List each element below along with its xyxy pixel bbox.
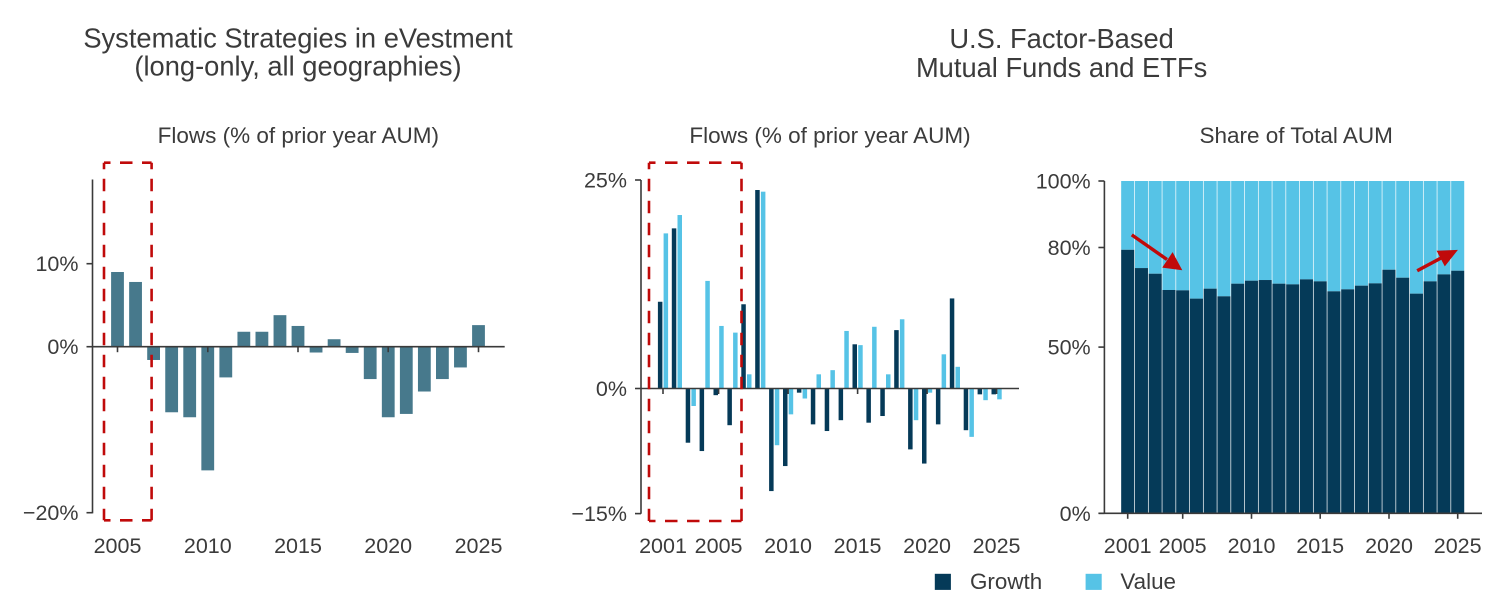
svg-text:2010: 2010 — [764, 534, 812, 558]
svg-text:2015: 2015 — [1296, 534, 1344, 558]
svg-text:Growth: Growth — [970, 569, 1042, 594]
svg-text:2025: 2025 — [1434, 534, 1482, 558]
svg-text:U.S. Factor-Based: U.S. Factor-Based — [949, 23, 1174, 54]
svg-text:80%: 80% — [1048, 236, 1091, 260]
svg-text:2010: 2010 — [184, 534, 232, 558]
svg-text:2015: 2015 — [834, 534, 882, 558]
svg-text:2020: 2020 — [364, 534, 412, 558]
svg-text:2010: 2010 — [1228, 534, 1276, 558]
svg-text:(long-only, all geographies): (long-only, all geographies) — [134, 51, 461, 82]
svg-text:2005: 2005 — [695, 534, 743, 558]
svg-text:2025: 2025 — [455, 534, 503, 558]
svg-text:25%: 25% — [584, 169, 627, 193]
svg-text:2001: 2001 — [639, 534, 687, 558]
svg-text:0%: 0% — [1060, 502, 1091, 526]
svg-text:10%: 10% — [35, 252, 78, 276]
svg-text:2020: 2020 — [903, 534, 951, 558]
svg-text:2020: 2020 — [1365, 534, 1413, 558]
svg-text:Flows (% of prior year AUM): Flows (% of prior year AUM) — [689, 123, 970, 148]
svg-text:Value: Value — [1120, 569, 1176, 594]
svg-text:2001: 2001 — [1104, 534, 1152, 558]
svg-text:2025: 2025 — [973, 534, 1021, 558]
svg-text:50%: 50% — [1048, 336, 1091, 360]
svg-text:Flows (% of prior year AUM): Flows (% of prior year AUM) — [158, 123, 439, 148]
svg-text:0%: 0% — [596, 377, 627, 401]
svg-text:0%: 0% — [47, 335, 78, 359]
svg-text:−15%: −15% — [571, 502, 627, 526]
svg-text:−20%: −20% — [23, 501, 79, 525]
svg-text:2005: 2005 — [1159, 534, 1207, 558]
svg-text:Share of Total AUM: Share of Total AUM — [1199, 123, 1392, 148]
svg-text:2015: 2015 — [274, 534, 322, 558]
svg-text:Systematic Strategies in eVest: Systematic Strategies in eVestment — [83, 23, 513, 54]
svg-text:100%: 100% — [1036, 170, 1091, 194]
svg-text:2005: 2005 — [94, 534, 142, 558]
svg-text:Mutual Funds and ETFs: Mutual Funds and ETFs — [916, 52, 1207, 83]
